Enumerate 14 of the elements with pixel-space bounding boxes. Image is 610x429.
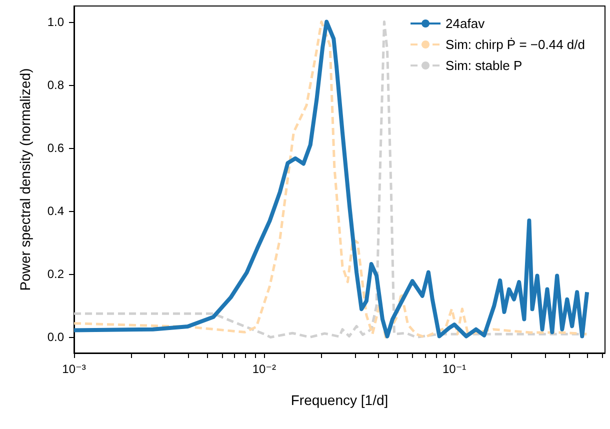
y-tick-label: 0.6	[47, 140, 64, 155]
legend-label: 24afav	[446, 16, 486, 31]
x-axis-title: Frequency [1/d]	[290, 392, 388, 408]
y-tick-label: 1.0	[47, 14, 64, 29]
y-tick-label: 0.8	[47, 78, 64, 92]
x-tick-label: 10⁻¹	[442, 362, 466, 376]
y-axis-title: Power spectral density (normalized)	[17, 68, 33, 291]
x-tick-label: 10⁻²	[252, 362, 276, 376]
x-tick-label: 10⁻³	[62, 362, 86, 376]
legend-label: Sim: stable P	[446, 58, 522, 73]
y-tick-label: 0.4	[47, 204, 64, 218]
y-tick-label: 0.0	[47, 330, 64, 344]
legend-label: Sim: chirp Ṗ = −0.44 d/d	[446, 37, 586, 52]
y-tick-label: 0.2	[47, 267, 64, 282]
